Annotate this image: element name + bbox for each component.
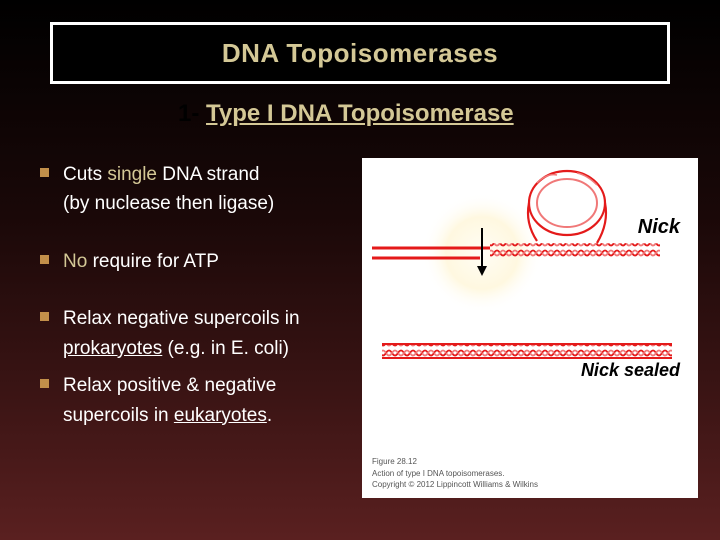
bullet-text: Cuts single DNA strand (by nuclease then… (63, 160, 274, 219)
list-item: No require for ATP (40, 247, 350, 276)
highlight-text: single (107, 164, 157, 185)
text-fragment: Cuts (63, 164, 107, 185)
text-fragment: Relax negative supercoils in (63, 308, 300, 329)
figure-caption: Figure 28.12 Action of type I DNA topois… (372, 456, 538, 490)
underline-text: prokaryotes (63, 338, 162, 359)
bullet-square-icon (40, 255, 49, 264)
subtitle-text: Type I DNA Topoisomerase (206, 100, 514, 127)
list-item: Relax negative supercoils in prokaryotes… (40, 304, 350, 363)
highlight-text: No (63, 251, 87, 272)
bullet-square-icon (40, 168, 49, 177)
subtitle: 1- Type I DNA Topoisomerase (178, 100, 514, 128)
bullet-text: Relax negative supercoils in prokaryotes… (63, 304, 350, 363)
list-item: Relax positive & negative supercoils in … (40, 371, 350, 430)
diagram-figure: Nick Nick sealed Figure 28.12 Action of … (362, 158, 698, 498)
text-fragment: . (267, 405, 272, 426)
bullet-square-icon (40, 379, 49, 388)
underline-text: eukaryotes (174, 405, 267, 426)
text-fragment: DNA strand (157, 164, 259, 185)
caption-line: Action of type I DNA topoisomerases. (372, 468, 538, 479)
bullet-list: Cuts single DNA strand (by nuclease then… (40, 160, 350, 438)
subtitle-number: 1- (178, 100, 199, 127)
bullet-text: Relax positive & negative supercoils in … (63, 371, 350, 430)
caption-line: Figure 28.12 (372, 456, 538, 467)
bullet-square-icon (40, 312, 49, 321)
dna-diagram-svg (362, 158, 698, 498)
slide-title: DNA Topoisomerases (222, 38, 498, 69)
list-item: Cuts single DNA strand (by nuclease then… (40, 160, 350, 219)
nick-sealed-label: Nick sealed (581, 360, 680, 381)
title-box: DNA Topoisomerases (50, 22, 670, 84)
text-fragment: (by nuclease then ligase) (63, 193, 274, 214)
text-fragment: require for ATP (87, 251, 219, 272)
text-fragment: (e.g. in E. coli) (162, 338, 289, 359)
nick-label: Nick (638, 216, 680, 239)
bullet-text: No require for ATP (63, 247, 219, 276)
caption-line: Copyright © 2012 Lippincott Williams & W… (372, 479, 538, 490)
